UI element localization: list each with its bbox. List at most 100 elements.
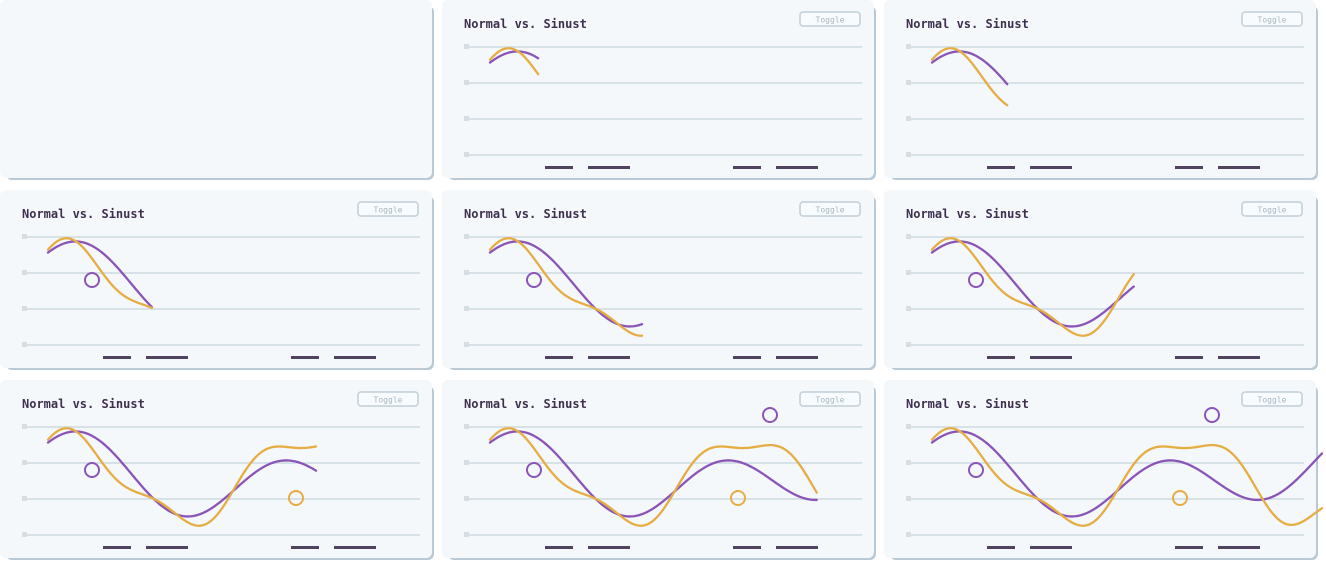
series-toggle-label: Toggle <box>1258 396 1287 405</box>
x-axis-label-mark-4 <box>1218 546 1260 549</box>
y-tick-mark-2 <box>22 460 27 465</box>
x-axis-label-mark-3 <box>733 166 761 169</box>
series-toggle-label: Toggle <box>374 396 403 405</box>
x-axis-label-mark-3 <box>291 356 319 359</box>
y-tick-mark-2 <box>464 270 469 275</box>
x-axis-label-mark-2 <box>1030 546 1072 549</box>
series-line-normal <box>930 50 1009 86</box>
series-line-sinust <box>930 237 1135 337</box>
series-line-sinust <box>930 47 1009 107</box>
y-tick-mark-2 <box>906 270 911 275</box>
chart-panel-8: Normal vs. Sinust Toggle <box>442 380 880 564</box>
y-tick-mark-3 <box>464 496 469 501</box>
chart-svg-5: Normal vs. Sinust Toggle <box>442 190 876 370</box>
x-axis-label-mark-3 <box>1175 546 1203 549</box>
y-tick-mark-4 <box>464 152 469 157</box>
y-tick-mark-2 <box>22 270 27 275</box>
series-toggle-button[interactable] <box>1241 391 1303 407</box>
y-tick-mark-1 <box>906 234 911 239</box>
x-axis-label-mark-2 <box>146 356 188 359</box>
series-toggle-button[interactable] <box>1241 201 1303 217</box>
series-toggle-label: Toggle <box>1258 206 1287 215</box>
x-axis-label-mark-3 <box>1175 356 1203 359</box>
panel-title: Normal vs. Sinust <box>464 207 587 221</box>
y-tick-mark-4 <box>906 532 911 537</box>
y-tick-mark-1 <box>906 44 911 49</box>
chart-panel-3: Normal vs. Sinust Toggle <box>884 0 1322 184</box>
x-axis-label-mark-4 <box>1218 166 1260 169</box>
series-toggle-button[interactable] <box>357 201 419 217</box>
x-axis-label-mark-1 <box>545 356 573 359</box>
series-line-normal <box>488 430 818 518</box>
x-axis-label-mark-3 <box>291 546 319 549</box>
highlight-marker-secondary <box>730 490 746 506</box>
x-axis-label-mark-4 <box>776 546 818 549</box>
x-axis-label-mark-2 <box>588 166 630 169</box>
chart-svg-8: Normal vs. Sinust Toggle <box>442 380 876 560</box>
series-line-sinust <box>488 427 818 527</box>
panel-background <box>884 190 1316 368</box>
series-toggle-button[interactable] <box>1241 11 1303 27</box>
y-tick-mark-3 <box>906 306 911 311</box>
x-axis-label-mark-1 <box>987 166 1015 169</box>
x-axis-label-mark-2 <box>1030 356 1072 359</box>
series-line-sinust <box>46 237 154 310</box>
chart-svg-4: Normal vs. Sinust Toggle <box>0 190 434 370</box>
chart-panel-6: Normal vs. Sinust Toggle <box>884 190 1322 374</box>
x-axis-label-mark-4 <box>776 166 818 169</box>
highlight-marker-secondary <box>1172 490 1188 506</box>
highlight-marker <box>526 462 542 478</box>
y-tick-mark-3 <box>22 496 27 501</box>
series-line-normal <box>488 50 540 64</box>
x-axis-label-mark-1 <box>103 546 131 549</box>
series-toggle-button[interactable] <box>799 11 861 27</box>
series-toggle-label: Toggle <box>1258 16 1287 25</box>
x-axis-label-mark-1 <box>103 356 131 359</box>
highlight-marker <box>84 272 100 288</box>
y-tick-mark-3 <box>464 116 469 121</box>
y-tick-mark-4 <box>22 532 27 537</box>
y-tick-mark-2 <box>464 80 469 85</box>
y-tick-mark-1 <box>22 424 27 429</box>
x-axis-label-mark-1 <box>987 356 1015 359</box>
x-axis-label-mark-2 <box>588 546 630 549</box>
y-tick-mark-4 <box>22 342 27 347</box>
y-tick-mark-3 <box>464 306 469 311</box>
highlight-marker <box>526 272 542 288</box>
y-tick-mark-2 <box>464 460 469 465</box>
panel-title: Normal vs. Sinust <box>906 17 1029 31</box>
chart-panel-7: Normal vs. Sinust Toggle <box>0 380 438 564</box>
panel-background <box>884 380 1316 558</box>
chart-svg-7: Normal vs. Sinust Toggle <box>0 380 434 560</box>
panel-background <box>442 190 874 368</box>
panel-title: Normal vs. Sinust <box>22 397 145 411</box>
x-axis-label-mark-3 <box>733 546 761 549</box>
highlight-marker-top <box>762 407 778 423</box>
series-toggle-button[interactable] <box>357 391 419 407</box>
y-tick-mark-1 <box>464 44 469 49</box>
chart-panel-5: Normal vs. Sinust Toggle <box>442 190 880 374</box>
x-axis-label-mark-1 <box>987 546 1015 549</box>
x-axis-label-mark-2 <box>146 546 188 549</box>
panel-title: Normal vs. Sinust <box>22 207 145 221</box>
y-tick-mark-3 <box>906 116 911 121</box>
x-axis-label-mark-4 <box>776 356 818 359</box>
y-tick-mark-1 <box>906 424 911 429</box>
series-line-sinust <box>46 427 318 527</box>
chart-panel-4: Normal vs. Sinust Toggle <box>0 190 438 374</box>
chart-svg-3: Normal vs. Sinust Toggle <box>884 0 1318 180</box>
series-line-normal <box>930 240 1135 328</box>
chart-panel-1 <box>0 0 438 184</box>
series-line-normal <box>46 430 318 518</box>
series-toggle-label: Toggle <box>816 206 845 215</box>
y-tick-mark-4 <box>906 342 911 347</box>
highlight-marker <box>968 462 984 478</box>
y-tick-mark-2 <box>906 460 911 465</box>
highlight-marker <box>968 272 984 288</box>
series-toggle-button[interactable] <box>799 201 861 217</box>
x-axis-label-mark-4 <box>334 546 376 549</box>
y-tick-mark-1 <box>464 424 469 429</box>
series-toggle-button[interactable] <box>799 391 861 407</box>
chart-panel-9: Normal vs. Sinust Toggle <box>884 380 1324 564</box>
x-axis-label-mark-1 <box>545 546 573 549</box>
